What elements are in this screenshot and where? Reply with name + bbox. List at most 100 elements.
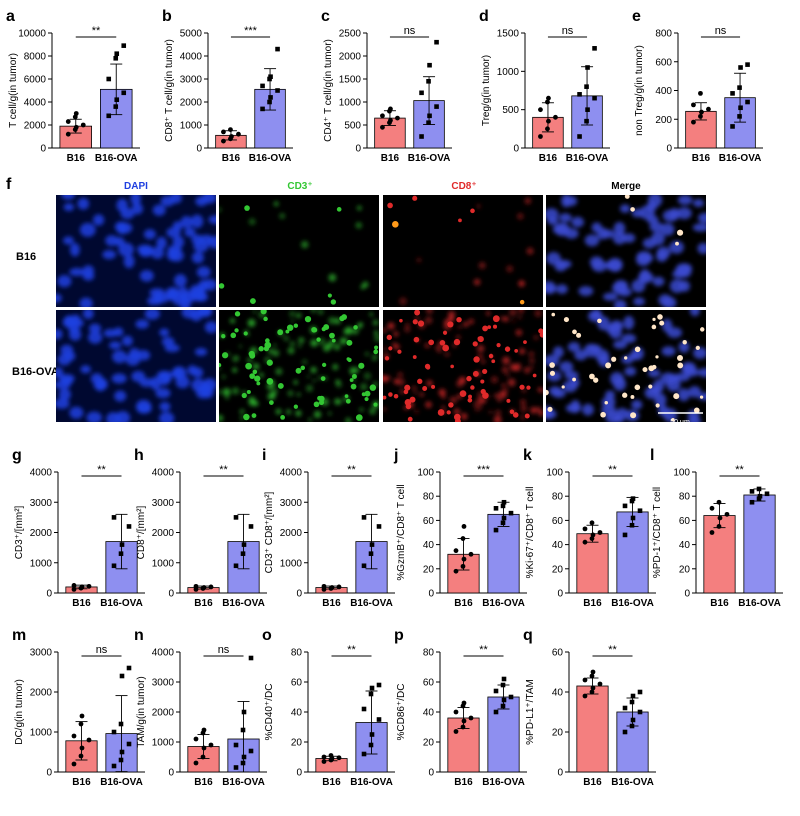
y-tick-label: 0 [557,768,563,779]
tile-cd8-b16 [383,195,543,307]
nucleus [157,372,171,386]
nucleus [87,331,103,344]
signal-haze [456,380,464,388]
merged-cell [551,312,556,317]
panel-letter-n: n [134,627,144,644]
data-point [193,583,199,589]
positive-cell [321,362,327,367]
panel-letter-i: i [262,447,266,464]
chart-p: p 0 20 40 60 80 %CD86⁺/DC B16 B16-OVA ** [394,627,527,788]
data-point [757,493,763,499]
nucleus [82,265,95,276]
signal-haze [540,388,543,393]
x-category-label: B16-OVA [350,777,393,788]
x-category-label: B16 [583,777,602,788]
positive-cell [264,341,272,349]
data-point [461,524,467,529]
data-point [461,556,467,562]
y-tick-label: 0 [513,144,519,155]
bar-b16 [576,685,609,773]
data-point [321,583,327,589]
positive-cell [258,346,264,352]
panel-letter-g: g [12,447,22,464]
signal-haze [517,362,521,367]
positive-cell [243,413,250,421]
signal-haze [499,316,505,321]
nucleus [115,411,131,422]
chart-q: q 0 20 40 60 %PD-L1⁺/TAM B16 B16-OVA ** [523,627,656,788]
data-point [376,682,382,688]
signal-haze [369,312,374,317]
data-point [419,90,424,96]
signal-haze [296,392,301,397]
data-point [329,585,335,590]
signal-haze [312,378,316,383]
signal-haze [414,391,418,395]
positive-cell [399,318,403,323]
signal-haze [338,400,342,404]
merged-cell [622,392,628,398]
y-tick-label: 3000 [152,678,175,689]
data-point [500,503,506,509]
nucleus [678,341,690,353]
significance-label: ns [715,25,727,37]
x-category-label: B16 [692,153,711,164]
data-point [78,721,84,727]
positive-cell [482,368,488,375]
positive-cell [369,384,377,391]
merged-cell [655,403,660,408]
signal-haze [328,316,336,325]
nucleus [79,297,93,307]
signal-haze [293,380,298,385]
nucleus [121,335,133,347]
y-tick-label: 1000 [497,67,520,78]
x-category-label: B16-OVA [738,598,781,609]
significance-label: ns [562,25,574,37]
panel-letter-k: k [523,447,532,464]
tile-merge-b16-ova [546,310,706,422]
x-category-label: B16 [194,598,213,609]
positive-cell [353,325,358,330]
data-point [434,104,439,109]
data-point [361,706,367,712]
data-point [691,119,696,125]
data-point [233,515,239,520]
data-point [221,138,226,144]
signal-haze [301,240,309,249]
positive-cell [355,414,363,421]
x-category-label: B16-OVA [95,153,138,164]
data-point [589,689,595,695]
merged-cell [597,318,602,324]
merged-cell [677,355,684,362]
data-point [328,753,334,758]
positive-cell [492,324,498,329]
nucleus [116,198,128,213]
significance-label: ** [608,464,617,476]
signal-haze [448,316,455,323]
nucleus [662,318,673,333]
y-tick-label: 4000 [152,648,175,659]
merged-cell [651,364,657,370]
positive-cell [336,207,342,212]
nucleus [57,275,72,288]
y-tick-label: 0 [46,589,52,600]
significance-label: ** [347,464,356,476]
data-point [545,126,550,132]
nucleus [677,388,690,402]
nucleus [661,346,676,357]
data-point [368,742,374,748]
y-tick-label: 4000 [24,98,47,109]
signal-haze [333,343,341,351]
positive-cell [397,349,402,354]
nucleus [203,278,216,291]
channel-label-cd8: CD8⁺ [451,181,476,192]
positive-cell [413,336,420,343]
nucleus [693,346,706,360]
nucleus [130,195,142,206]
y-tick-label: 1500 [339,75,362,86]
nucleus [591,260,607,272]
y-tick-label: 2000 [180,98,203,109]
signal-haze [476,204,481,208]
y-tick-label: 40 [423,540,435,551]
data-point [637,508,643,514]
